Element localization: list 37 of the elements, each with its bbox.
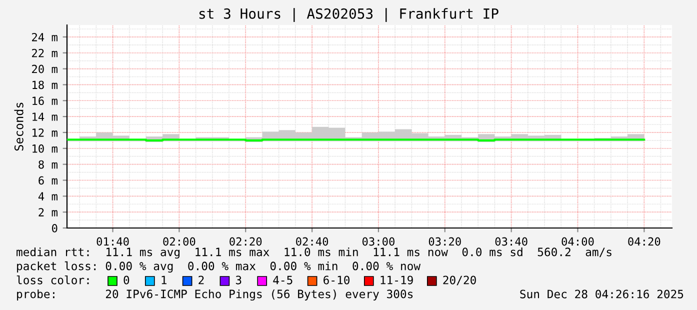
x-tick-label: 02:00: [163, 237, 196, 246]
x-tick-label: 04:00: [562, 237, 594, 246]
legend-title: loss color:: [16, 275, 89, 284]
text: packet loss: 0.00 % avg 0.00 % max 0.00 % min 0.00 % now: [17, 261, 421, 273]
x-tick-label: 03:40: [495, 237, 528, 246]
legend-label: 3: [236, 276, 242, 284]
y-tick-label: 18 m: [32, 80, 58, 90]
y-tick-label: 4 m: [38, 192, 58, 200]
legend-label: 4-5: [273, 276, 292, 284]
y-tick-label: 2 m: [38, 208, 58, 216]
y-tick-label: 6 m: [38, 176, 58, 185]
y-tick-label: 14 m: [32, 112, 58, 121]
legend-label: 11-19: [380, 276, 413, 284]
x-tick-label: 02:40: [296, 237, 328, 246]
legend-label: 6-10: [324, 276, 350, 284]
y-tick-label: 8 m: [38, 160, 58, 169]
y-tick-label: 16 m: [32, 96, 58, 106]
text: median rtt: 11.1 ms avg 11.1 ms max 11.0 ms min 11.1 ms now 0.0 ms sd 560.2 am/s: [16, 247, 612, 259]
legend-label: 0: [124, 276, 130, 284]
legend-label: 2: [198, 276, 204, 284]
x-tick-label: 03:20: [428, 237, 461, 246]
x-tick-label: 02:20: [230, 237, 262, 246]
y-tick-label: 24 m: [32, 32, 58, 42]
y-tick-label: 20 m: [32, 64, 58, 74]
x-tick-label: 01:40: [96, 237, 129, 246]
text: Sun Dec 28 04:26:16 2025: [520, 290, 684, 298]
y-tick-label: 10 m: [32, 144, 58, 153]
text: probe: 20 IPv6-ICMP Echo Pings (56 Bytes) every 300s: [17, 289, 413, 301]
legend-label: 1: [162, 276, 166, 284]
x-tick-label: 03:00: [362, 237, 394, 246]
y-axis-title: Seconds: [14, 102, 24, 151]
chart-title: st 3 Hours | AS202053 | Frankfurt IP: [199, 8, 498, 22]
x-tick-label: 04:20: [628, 237, 660, 246]
y-tick-label: 12 m: [32, 128, 58, 137]
y-tick-label: 0: [52, 224, 58, 232]
y-tick-label: 22 m: [32, 48, 58, 58]
legend-label: 20/20: [443, 276, 476, 286]
